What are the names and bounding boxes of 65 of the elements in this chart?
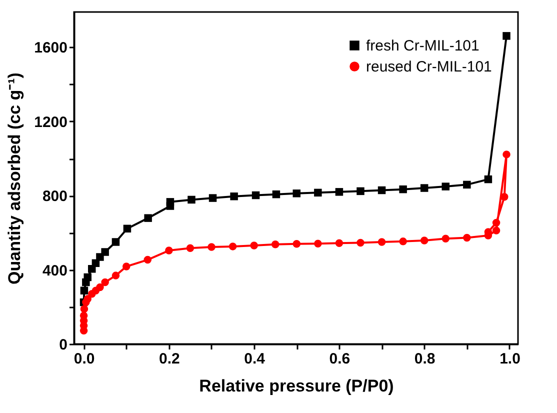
point [442,182,450,190]
point [80,312,88,320]
point [186,244,194,252]
point [271,240,280,248]
y-tick-label: 1600 [34,40,68,57]
point [356,187,364,196]
point [335,188,344,196]
point [356,238,364,247]
point [101,278,109,286]
point [442,234,450,243]
point [122,262,130,270]
point [314,188,322,197]
x-tick-label: 0.4 [244,350,266,368]
point [84,295,92,303]
point [96,283,104,292]
point [112,238,120,246]
point [335,239,344,247]
point [208,194,217,202]
legend-label: fresh Cr-MIL-101 [366,38,480,54]
point [378,238,386,246]
point [502,150,510,158]
point [144,214,152,222]
point [112,272,120,280]
x-tick-label: 0.0 [74,350,95,368]
point [228,242,237,250]
point [399,185,407,194]
x-tick-label: 1.0 [500,350,520,368]
point [123,224,132,233]
point [314,240,322,248]
y-tick-label: 1200 [34,114,68,131]
point [399,238,407,246]
point [292,240,301,248]
legend-label: reused Cr-MIL-101 [366,58,492,76]
x-tick-label: 0.8 [414,350,436,368]
point [492,226,500,234]
y-tick-label: 0 [59,336,68,354]
point [166,198,174,206]
x-tick-label: 0.6 [329,350,350,368]
point [208,243,216,251]
x-tick-label: 0.2 [159,350,180,368]
point [80,305,88,313]
y-tick-label: 400 [42,262,68,280]
point [188,196,196,204]
x-axis-title: Relative pressure (P/P0) [199,376,394,396]
point [292,190,301,198]
point [420,184,428,192]
point [378,186,386,194]
point [420,236,428,244]
point [252,191,260,200]
point [165,246,173,254]
point [84,273,92,282]
point [484,175,492,184]
point [492,218,500,227]
point [463,180,471,189]
y-axis-title: Quantity adsorbed (cc g⁻¹) [5,72,24,284]
point [502,32,510,40]
y-tick-label: 800 [42,188,68,206]
point [101,248,109,256]
point [272,190,280,198]
point [80,286,88,294]
point [144,256,152,264]
point [463,234,471,242]
point [230,192,238,200]
point [500,193,508,201]
point [250,242,258,250]
